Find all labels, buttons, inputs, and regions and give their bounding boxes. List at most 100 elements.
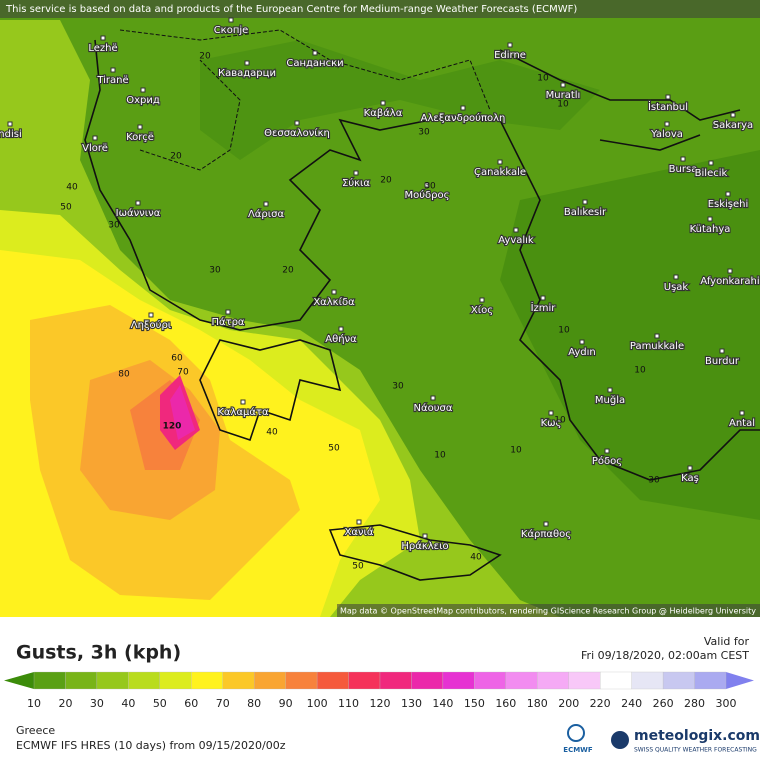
place-label: Muğla (595, 394, 625, 406)
city-dot (92, 135, 98, 141)
city-dot (739, 410, 745, 416)
contour-label: 40 (266, 428, 278, 438)
place-label: Aydın (568, 347, 596, 358)
contour-label: 40 (66, 183, 78, 193)
contour-label: 10 (557, 100, 569, 110)
contour-label: 50 (328, 444, 340, 454)
city-dot (225, 309, 231, 315)
place-label: ndisi (0, 129, 22, 140)
legend-swatch (537, 671, 569, 690)
place-label: Antal (729, 418, 755, 429)
contour-label: 30 (418, 128, 430, 138)
city-dot (356, 519, 362, 525)
city-dot (240, 399, 246, 405)
region: Greece (16, 724, 55, 737)
legend-swatch (442, 671, 475, 690)
city-dot (725, 191, 731, 197)
place-label: Αλεξανδρούπολη (421, 112, 506, 124)
city-dot (148, 312, 154, 318)
legend-swatch (254, 671, 286, 690)
wind-zone (170, 385, 195, 440)
attribution: Map data © OpenStreetMap contributors, r… (340, 607, 756, 616)
city-dot (228, 17, 234, 23)
place-label: Ληξούρι (131, 319, 172, 331)
legend-swatch (65, 671, 98, 690)
place-label: Uşak (664, 282, 689, 293)
city-dot (727, 268, 733, 274)
city-dot (708, 160, 714, 166)
legend-tick-label: 10 (27, 697, 41, 710)
city-dot (100, 35, 106, 41)
place-label: Сандански (286, 58, 343, 69)
legend-over (726, 672, 754, 689)
legend-tick-label: 280 (684, 697, 705, 710)
place-label: Κάρπαθος (521, 528, 571, 540)
city-dot (137, 124, 143, 130)
place-label: İzmir (531, 301, 557, 314)
city-dot (497, 159, 503, 165)
legend-tick-label: 110 (338, 697, 359, 710)
place-label: Κως (541, 418, 562, 429)
city-dot (540, 295, 546, 301)
place-label: Eskişehi (708, 199, 749, 210)
contour-label: 30 (209, 266, 221, 276)
valid-time: Fri 09/18/2020, 02:00am CEST (581, 649, 749, 662)
city-dot (579, 339, 585, 345)
place-label: Korçë (126, 132, 154, 143)
legend-swatch (694, 671, 727, 690)
city-dot (582, 199, 588, 205)
city-dot (707, 216, 713, 222)
city-dot (664, 121, 670, 127)
ecmwf-text: ECMWF (563, 746, 593, 754)
contour-label: 40 (470, 553, 482, 563)
legend-tick-label: 300 (716, 697, 737, 710)
legend-tick-label: 260 (653, 697, 674, 710)
legend-tick-label: 80 (247, 697, 261, 710)
city-dot (7, 121, 13, 127)
legend-tick-label: 30 (90, 697, 104, 710)
legend-swatch (285, 671, 318, 690)
legend-tick-label: 140 (432, 697, 453, 710)
place-label: Ιωάννινα (116, 207, 161, 219)
legend-swatch (348, 671, 381, 690)
city-dot (263, 201, 269, 207)
contour-label: 50 (60, 203, 72, 213)
place-label: Μούδρος (405, 189, 450, 201)
place-label: Kütahya (690, 224, 731, 235)
place-label: Muratlı (546, 90, 581, 101)
contour-label: 20 (380, 176, 392, 186)
legend-swatch (411, 671, 444, 690)
wind-zone (200, 40, 600, 160)
notice-bar (0, 0, 760, 18)
city-dot (687, 465, 693, 471)
contour-label: 10 (558, 326, 570, 336)
city-dot (654, 333, 660, 339)
place-label: Kaş (681, 473, 699, 484)
meteologix-logo (611, 731, 629, 749)
legend-tick-label: 40 (121, 697, 135, 710)
city-dot (730, 112, 736, 118)
city-dot (110, 67, 116, 73)
legend-swatch (631, 671, 664, 690)
place-label: Ρόδος (592, 455, 622, 467)
ecmwf-logo (567, 724, 585, 742)
place-label: Edirne (494, 50, 526, 61)
legend-tick-label: 150 (464, 697, 485, 710)
legend-tick-label: 100 (307, 697, 328, 710)
contour-label: 30 (424, 182, 436, 192)
notice: This service is based on data and produc… (5, 4, 577, 15)
place-label: Πάτρα (211, 316, 244, 328)
contour-label: 120 (163, 422, 182, 432)
city-dot (422, 533, 428, 539)
place-label: Θεσσαλονίκη (264, 127, 330, 139)
city-dot (244, 60, 250, 66)
wind-zone (500, 150, 760, 520)
place-label: Χανιά (344, 526, 373, 538)
attribution-bar (337, 604, 760, 617)
contour-label: 10 (634, 366, 646, 376)
city-dot (140, 87, 146, 93)
place-label: Pamukkale (630, 341, 684, 352)
legend-swatch (568, 671, 601, 690)
place-label: Охрид (126, 95, 160, 106)
